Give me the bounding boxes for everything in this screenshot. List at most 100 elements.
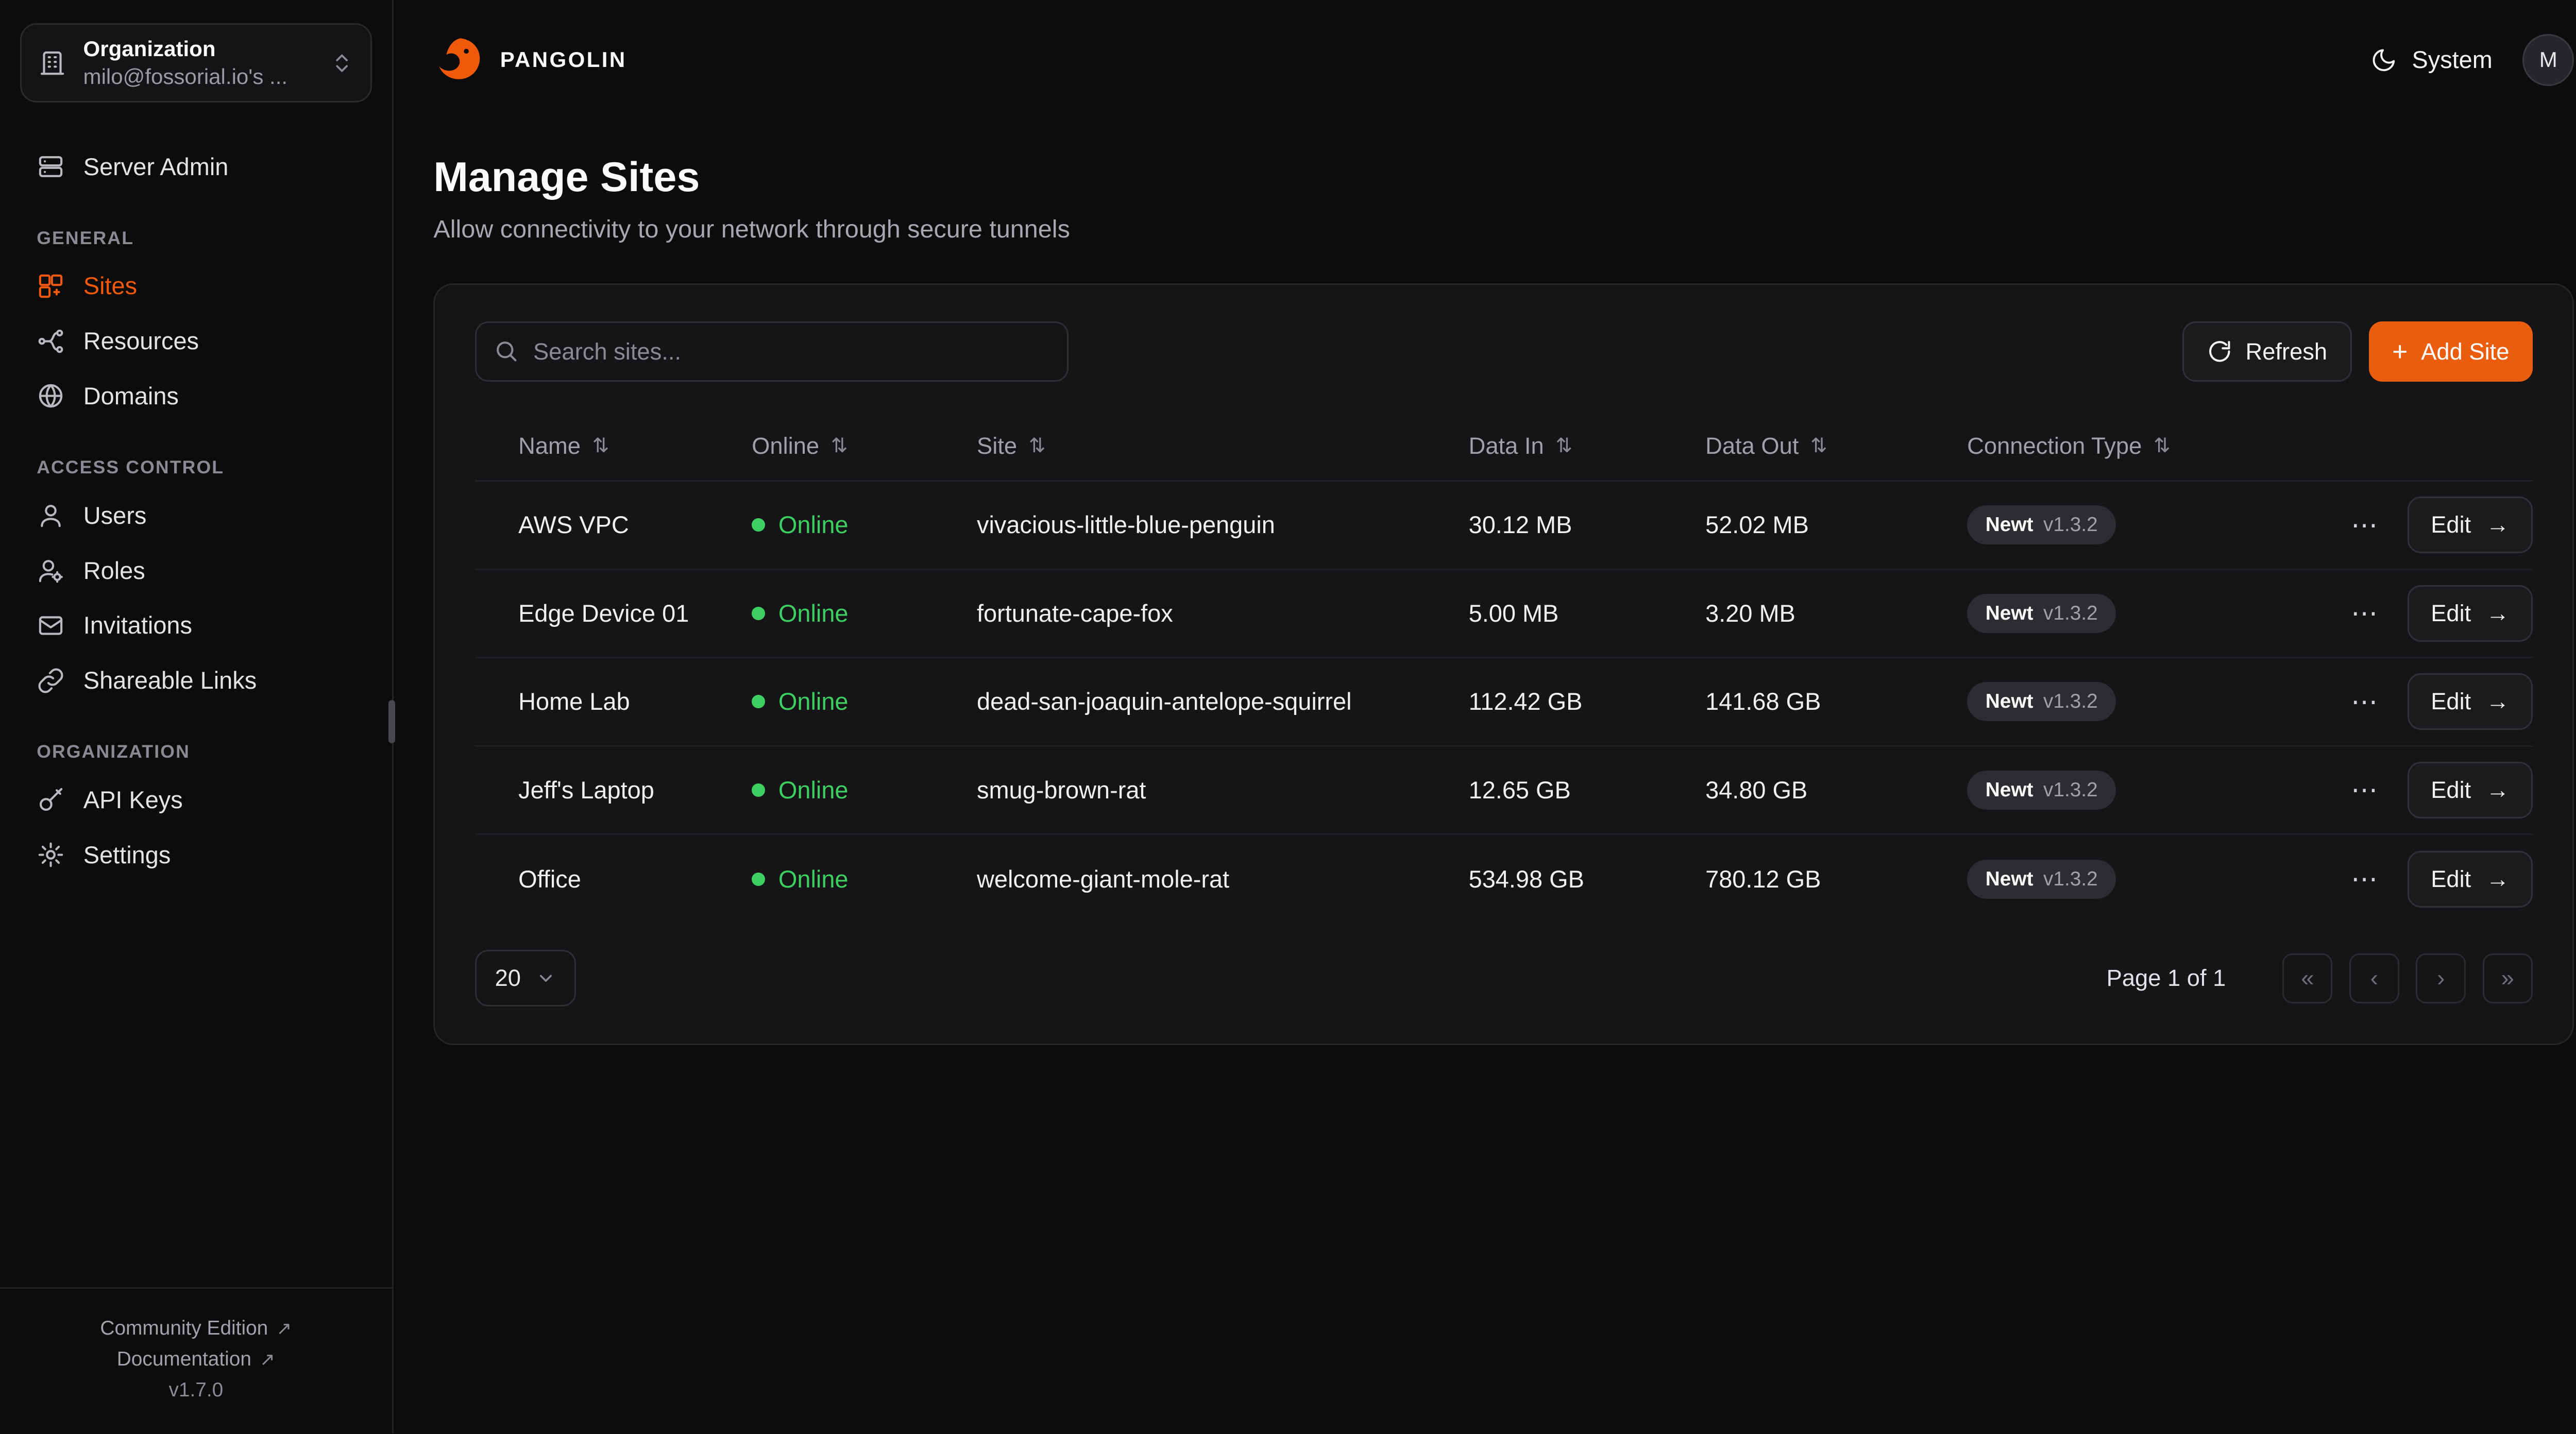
- column-header-name[interactable]: Name ⇅: [518, 433, 752, 459]
- mail-icon: [37, 611, 65, 640]
- search-input[interactable]: [475, 321, 1069, 382]
- page-indicator-label: Page 1 of 1: [2106, 965, 2226, 992]
- brand-home-link[interactable]: PANGOLIN: [433, 34, 626, 86]
- cell-connection-type: Newt v1.3.2: [1967, 770, 2342, 810]
- connection-type-name: Newt: [1985, 514, 2033, 536]
- search-icon: [494, 338, 519, 364]
- roles-icon: [37, 556, 65, 585]
- sidebar-item-sites[interactable]: Sites: [20, 259, 372, 314]
- table-row: AWS VPC Online vivacious-little-blue-pen…: [475, 482, 2533, 570]
- cell-name: Jeff's Laptop: [518, 776, 654, 804]
- community-edition-link[interactable]: Community Edition ↗: [0, 1317, 392, 1340]
- sidebar-item-server-admin[interactable]: Server Admin: [20, 139, 372, 194]
- row-menu-button[interactable]: ⋯: [2344, 679, 2384, 724]
- connection-type-version: v1.3.2: [2043, 690, 2098, 713]
- theme-toggle-button[interactable]: System: [2370, 46, 2493, 74]
- sidebar-item-invitations[interactable]: Invitations: [20, 598, 372, 653]
- search-wrap: [475, 321, 1069, 382]
- cell-name: AWS VPC: [518, 511, 629, 539]
- column-header-online[interactable]: Online ⇅: [752, 433, 977, 459]
- sidebar: Organization milo@fossorial.io's ... Ser…: [0, 0, 394, 1433]
- chevron-right-icon: ›: [2437, 965, 2445, 992]
- add-site-button[interactable]: + Add Site: [2368, 321, 2533, 382]
- topbar: PANGOLIN System M: [394, 0, 2576, 120]
- sidebar-item-roles[interactable]: Roles: [20, 543, 372, 598]
- cell-actions: ⋯ Edit →: [2342, 497, 2533, 554]
- sidebar-item-label: API Keys: [83, 786, 183, 813]
- edit-button[interactable]: Edit →: [2408, 497, 2533, 554]
- ellipsis-icon: ⋯: [2351, 509, 2378, 540]
- connection-type-name: Newt: [1985, 690, 2033, 713]
- arrow-right-icon: →: [2486, 776, 2510, 803]
- sidebar-item-api-keys[interactable]: API Keys: [20, 773, 372, 828]
- column-header-connection-type[interactable]: Connection Type ⇅: [1967, 433, 2342, 459]
- sidebar-item-users[interactable]: Users: [20, 488, 372, 543]
- brand-name: PANGOLIN: [500, 47, 627, 72]
- sidebar-item-domains[interactable]: Domains: [20, 369, 372, 424]
- edit-button[interactable]: Edit →: [2408, 673, 2533, 730]
- connection-type-name: Newt: [1985, 778, 2033, 801]
- column-header-data-in[interactable]: Data In ⇅: [1469, 433, 1706, 459]
- table-body: AWS VPC Online vivacious-little-blue-pen…: [475, 482, 2533, 924]
- edit-label: Edit: [2431, 600, 2471, 626]
- cell-connection-type: Newt v1.3.2: [1967, 682, 2342, 722]
- edit-label: Edit: [2431, 776, 2471, 803]
- org-selector[interactable]: Organization milo@fossorial.io's ...: [20, 23, 372, 103]
- sidebar-item-settings[interactable]: Settings: [20, 827, 372, 882]
- arrow-right-icon: →: [2486, 511, 2510, 538]
- edit-button[interactable]: Edit →: [2408, 761, 2533, 818]
- cell-site: welcome-giant-mole-rat: [977, 865, 1230, 893]
- column-label: Site: [977, 432, 1018, 459]
- column-header-data-out[interactable]: Data Out ⇅: [1705, 433, 1967, 459]
- page-subtitle: Allow connectivity to your network throu…: [433, 215, 1070, 243]
- sidebar-resize-handle[interactable]: [388, 700, 395, 744]
- online-status-dot: [752, 695, 766, 709]
- refresh-icon: [2207, 339, 2232, 364]
- section-title-organization: ORGANIZATION: [37, 741, 190, 762]
- online-status-label: Online: [778, 776, 849, 804]
- row-menu-button[interactable]: ⋯: [2344, 591, 2384, 636]
- edit-button[interactable]: Edit →: [2408, 585, 2533, 642]
- cell-online: Online: [752, 865, 977, 893]
- cell-data-in: 12.65 GB: [1468, 776, 1571, 804]
- page-size-select[interactable]: 20: [475, 950, 576, 1007]
- refresh-button[interactable]: Refresh: [2182, 321, 2352, 382]
- section-title-access-control: ACCESS CONTROL: [37, 457, 225, 478]
- edit-button[interactable]: Edit →: [2408, 850, 2533, 908]
- last-page-button[interactable]: »: [2482, 953, 2533, 1003]
- connection-type-badge: Newt v1.3.2: [1967, 770, 2116, 810]
- row-menu-button[interactable]: ⋯: [2344, 767, 2384, 812]
- cell-data-in: 534.98 GB: [1468, 865, 1584, 893]
- table-header: Name ⇅ Online ⇅ Site ⇅ Data In: [475, 412, 2533, 482]
- sort-icon: ⇅: [1555, 435, 1572, 457]
- main-area: PANGOLIN System M Manage Sites Allow con…: [394, 0, 2576, 1433]
- cell-actions: ⋯ Edit →: [2342, 761, 2533, 818]
- sidebar-item-shareable-links[interactable]: Shareable Links: [20, 653, 372, 708]
- sidebar-item-label: Invitations: [83, 612, 192, 639]
- sites-card: Refresh + Add Site Name ⇅: [433, 283, 2574, 1045]
- first-page-button[interactable]: «: [2282, 953, 2333, 1003]
- sites-icon: [37, 272, 65, 300]
- column-label: Data Out: [1705, 432, 1799, 459]
- connection-type-version: v1.3.2: [2043, 514, 2098, 536]
- chevrons-right-icon: »: [2501, 965, 2514, 992]
- connection-type-badge: Newt v1.3.2: [1967, 593, 2116, 633]
- column-label: Online: [752, 432, 820, 459]
- cell-connection-type: Newt v1.3.2: [1967, 505, 2342, 545]
- cell-name: Office: [518, 865, 581, 893]
- ellipsis-icon: ⋯: [2351, 686, 2378, 716]
- sidebar-item-resources[interactable]: Resources: [20, 314, 372, 369]
- theme-label: System: [2412, 46, 2493, 74]
- cell-name: Home Lab: [518, 688, 630, 715]
- online-status-label: Online: [778, 865, 849, 893]
- connection-type-version: v1.3.2: [2043, 602, 2098, 624]
- next-page-button[interactable]: ›: [2416, 953, 2466, 1003]
- avatar[interactable]: M: [2522, 34, 2574, 86]
- previous-page-button[interactable]: ‹: [2349, 953, 2399, 1003]
- documentation-link[interactable]: Documentation ↗: [0, 1348, 392, 1371]
- row-menu-button[interactable]: ⋯: [2344, 503, 2384, 548]
- column-header-site[interactable]: Site ⇅: [977, 433, 1469, 459]
- user-icon: [37, 501, 65, 530]
- row-menu-button[interactable]: ⋯: [2344, 857, 2384, 901]
